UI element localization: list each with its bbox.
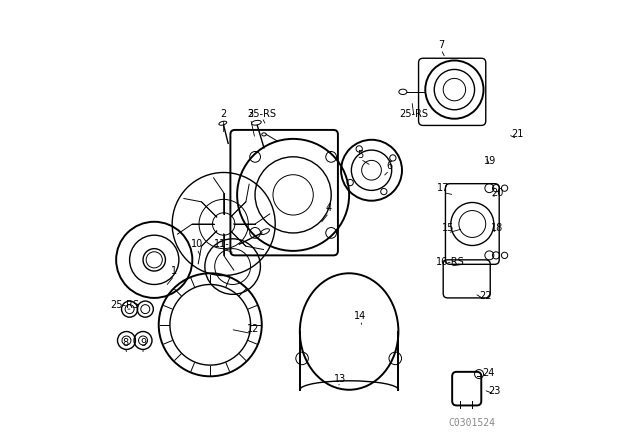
Text: 23: 23 xyxy=(488,386,501,396)
Text: 8: 8 xyxy=(122,338,128,348)
Text: 25-RS: 25-RS xyxy=(111,300,140,310)
Text: 15: 15 xyxy=(442,224,454,233)
Text: 1: 1 xyxy=(172,266,177,276)
Text: 25-RS: 25-RS xyxy=(399,109,429,119)
Text: 11-: 11- xyxy=(214,239,229,249)
Text: 13: 13 xyxy=(334,374,346,383)
Text: 17: 17 xyxy=(437,183,449,193)
Text: 3: 3 xyxy=(248,109,253,119)
Text: 9: 9 xyxy=(140,338,146,348)
Text: 12: 12 xyxy=(246,324,259,334)
Text: 2: 2 xyxy=(221,109,227,119)
Text: 4: 4 xyxy=(326,203,332,213)
Text: C0301524: C0301524 xyxy=(449,418,496,428)
Text: 21: 21 xyxy=(511,129,524,139)
Text: 22: 22 xyxy=(479,291,492,301)
Text: 25-RS: 25-RS xyxy=(247,109,276,119)
Text: 10: 10 xyxy=(191,239,203,249)
Text: 24: 24 xyxy=(482,368,494,378)
Text: 18: 18 xyxy=(491,224,503,233)
Text: 6: 6 xyxy=(387,161,392,171)
Text: 5: 5 xyxy=(357,150,364,159)
Text: 14: 14 xyxy=(354,311,367,321)
Text: 19: 19 xyxy=(484,156,497,166)
Text: 16-RS: 16-RS xyxy=(436,257,464,267)
Text: 20: 20 xyxy=(491,188,503,198)
Text: 7: 7 xyxy=(438,40,444,50)
